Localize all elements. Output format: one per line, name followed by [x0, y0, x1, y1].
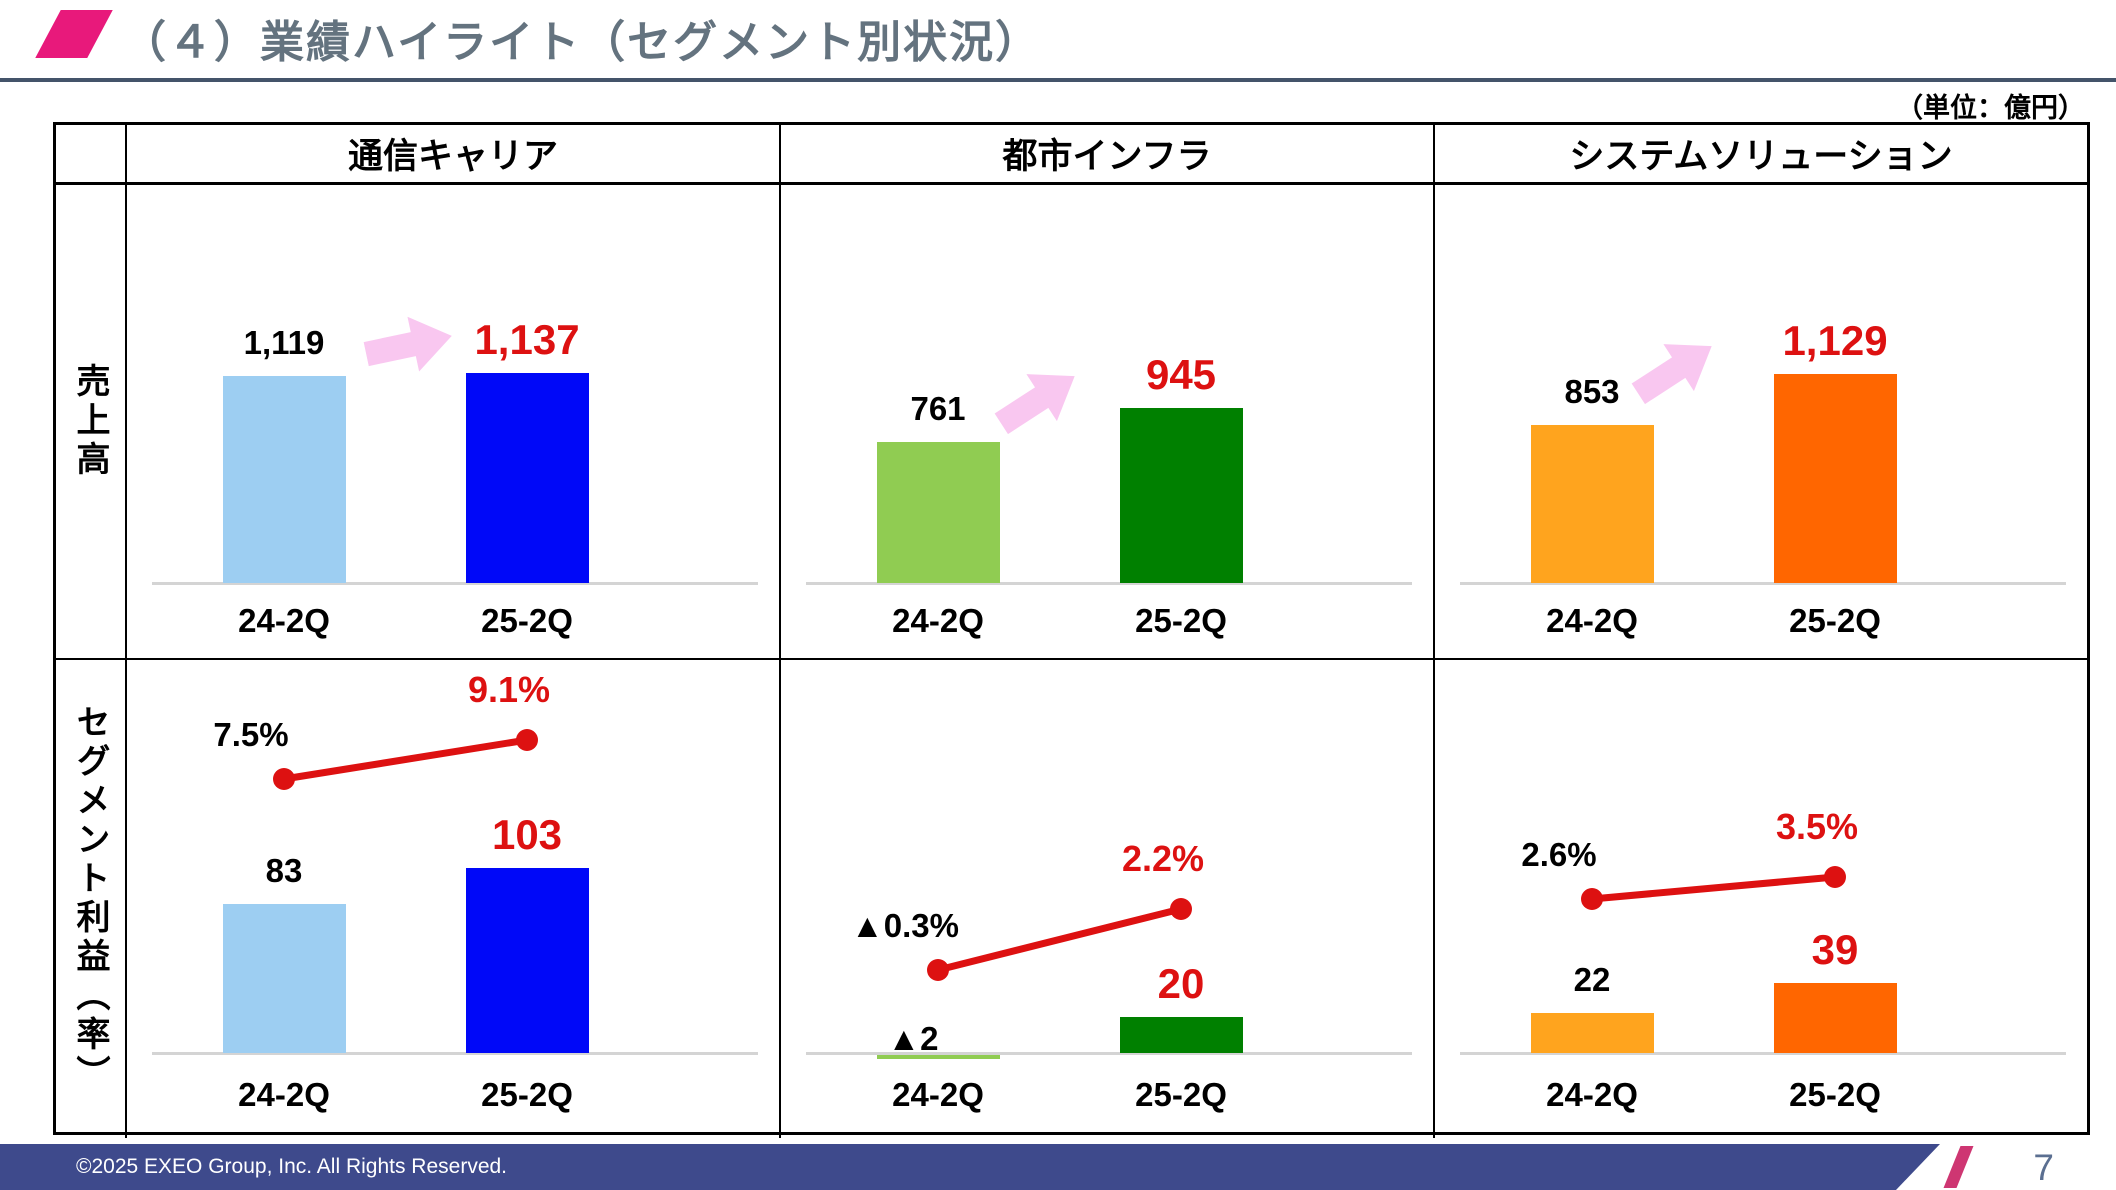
footer-band [0, 1144, 1940, 1190]
line-point [516, 729, 538, 751]
line-point [927, 959, 949, 981]
bar-value-label: 103 [491, 811, 563, 858]
axis-line [152, 582, 758, 585]
axis-line [1460, 1052, 2066, 1055]
column-header-urban-infra: 都市インフラ [779, 125, 1433, 185]
trend-arrow-icon [360, 308, 458, 381]
axis-line [1460, 582, 2066, 585]
category-label: 25-2Q [1135, 602, 1227, 639]
bar [1119, 1017, 1243, 1053]
corner-cell [56, 125, 125, 185]
percent-label: 3.5% [1775, 806, 1859, 847]
bar-value-label: 1,137 [474, 316, 580, 363]
bar [876, 442, 1000, 583]
bar-value-label: ▲2 [887, 1020, 939, 1057]
footer: ©2025 EXEO Group, Inc. All Rights Reserv… [0, 1144, 2116, 1190]
chart-sales-system-solution: 853 24-2Q 1,129 25-2Q [1433, 185, 2087, 658]
chart-sales-urban-infra: 761 24-2Q 945 25-2Q [779, 185, 1433, 658]
category-label: 25-2Q [481, 602, 573, 639]
unit-label: （単位：億円） [1896, 93, 2085, 123]
trend-arrow-icon [1623, 323, 1727, 418]
performance-table: 通信キャリア 都市インフラ システムソリューション 売上高 1,119 24-2Q… [53, 122, 2090, 1138]
chart-sales-telecom: 1,119 24-2Q 1,137 25-2Q [125, 185, 779, 658]
chart-profit-system-solution: 22 24-2Q 39 25-2Q 2.6% 3.5% [1433, 658, 2087, 1138]
axis-line [152, 1052, 758, 1055]
category-label: 24-2Q [892, 602, 984, 639]
line-point [1170, 898, 1192, 920]
category-label: 24-2Q [238, 1076, 330, 1113]
percent-label: 7.5% [213, 716, 289, 753]
bar-value-label: 1,119 [243, 324, 325, 361]
title-underline [0, 78, 2116, 82]
column-header-system-solution: システムソリューション [1433, 125, 2087, 185]
column-header-telecom: 通信キャリア [125, 125, 779, 185]
axis-line [806, 582, 1412, 585]
footer-slash-icon [1943, 1146, 1974, 1188]
page-title: （４）業績ハイライト（セグメント別状況） [122, 18, 1042, 67]
category-label: 24-2Q [1546, 1076, 1638, 1113]
percent-label: 2.2% [1121, 838, 1205, 879]
bar [1773, 374, 1897, 583]
bar-value-label: 83 [265, 852, 303, 889]
bar-value-label: 22 [1573, 961, 1611, 998]
bar-value-label: 853 [1564, 373, 1620, 410]
page-number: 7 [2033, 1147, 2054, 1188]
percent-label: 2.6% [1521, 836, 1597, 873]
category-label: 24-2Q [238, 602, 330, 639]
bar-value-label: 20 [1157, 960, 1205, 1007]
trend-arrow-icon [986, 353, 1090, 448]
bar [222, 904, 346, 1053]
chart-profit-urban-infra: ▲2 24-2Q 20 25-2Q ▲0.3% 2.2% [779, 658, 1433, 1138]
bar [465, 373, 589, 583]
chart-profit-telecom: 83 24-2Q 103 25-2Q 7.5% 9.1% [125, 658, 779, 1138]
percent-label: 9.1% [467, 669, 551, 710]
bar [1773, 983, 1897, 1053]
row-label-sales: 売上高 [71, 363, 109, 480]
bar-value-label: 1,129 [1782, 317, 1888, 364]
bar [1119, 408, 1243, 583]
bar [1530, 1013, 1654, 1053]
line-point [273, 768, 295, 790]
category-label: 24-2Q [1546, 602, 1638, 639]
row-label-segment-profit: セグメント利益（率） [56, 658, 125, 1138]
bar [876, 1055, 1000, 1059]
category-label: 24-2Q [892, 1076, 984, 1113]
title-slash-icon [35, 10, 113, 58]
trend-line [927, 898, 1192, 981]
bar [1530, 425, 1654, 583]
category-label: 25-2Q [1789, 602, 1881, 639]
line-point [1581, 888, 1603, 910]
trend-line [1581, 866, 1846, 910]
bar-value-label: 39 [1811, 926, 1859, 973]
copyright-text: ©2025 EXEO Group, Inc. All Rights Reserv… [76, 1155, 508, 1178]
percent-label: ▲0.3% [851, 907, 959, 944]
bar-value-label: 761 [910, 390, 966, 427]
category-label: 25-2Q [1789, 1076, 1881, 1113]
axis-line [806, 1052, 1412, 1055]
category-label: 25-2Q [1135, 1076, 1227, 1113]
bar [222, 376, 346, 583]
bar [465, 868, 589, 1053]
line-point [1824, 866, 1846, 888]
category-label: 25-2Q [481, 1076, 573, 1113]
bar-value-label: 945 [1145, 351, 1217, 398]
